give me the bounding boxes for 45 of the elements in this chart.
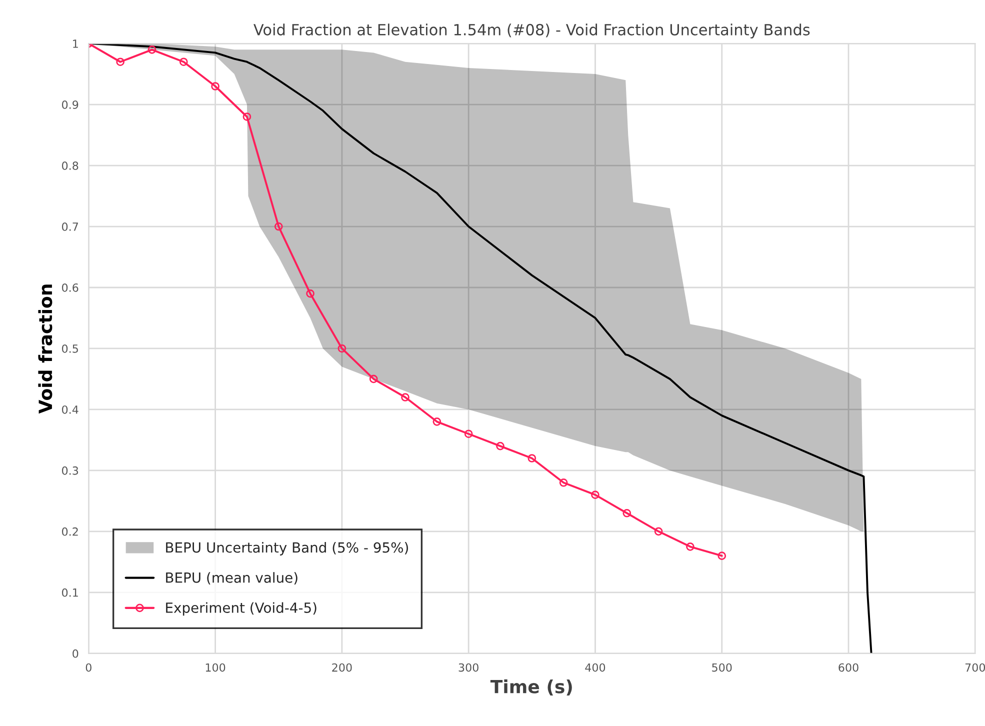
- y-tick-label: 0.8: [62, 162, 78, 170]
- point: [591, 490, 600, 500]
- x-tick-label: 300: [458, 663, 478, 672]
- y-tick-label: 0.4: [62, 405, 78, 414]
- x-tick-label: 400: [585, 663, 606, 672]
- point: [369, 374, 378, 384]
- point: [464, 430, 473, 438]
- point: [242, 112, 252, 121]
- point: [338, 344, 346, 353]
- point: [559, 478, 568, 487]
- point: [432, 417, 442, 426]
- x-axis-title: Time (s): [490, 679, 572, 696]
- point: [179, 58, 188, 66]
- point: [148, 45, 156, 54]
- point: [274, 222, 283, 231]
- x-tick-label: 0: [86, 663, 92, 672]
- point: [654, 527, 663, 536]
- annotation: BEPU Uncertainty Band (5% - 95%): [166, 542, 408, 556]
- point: [496, 442, 504, 450]
- point: [401, 393, 410, 402]
- point: [622, 508, 632, 518]
- y-tick-label: 0.2: [62, 527, 78, 536]
- point: [718, 552, 726, 560]
- point: [211, 82, 220, 90]
- y-tick-label: 0.9: [62, 100, 78, 109]
- point: [528, 454, 536, 462]
- x-tick-label: 100: [206, 663, 226, 672]
- x-tick-label: 500: [712, 663, 732, 672]
- point: [686, 542, 694, 551]
- y-tick-label: 0: [72, 649, 78, 658]
- y-tick-label: 0.5: [62, 344, 78, 353]
- point: [116, 58, 124, 66]
- chart-title: Void Fraction at Elevation 1.54m (#08) - Void Fraction Uncertainty Bands: [254, 24, 810, 38]
- point: [306, 289, 314, 298]
- x-tick-label: 200: [332, 663, 352, 672]
- y-tick-label: 1: [73, 40, 78, 48]
- legend-label: BEPU (mean value): [166, 572, 298, 584]
- x-tick-label: 700: [965, 663, 985, 672]
- legend-label: Experiment (Void-4-5): [166, 602, 316, 616]
- y-axis-title: Void fraction: [38, 284, 52, 414]
- y-tick-label: 0.7: [62, 222, 78, 231]
- y-tick-label: 0.1: [62, 588, 78, 597]
- y-tick-label: 0.6: [62, 283, 78, 292]
- x-tick-label: 600: [838, 663, 858, 672]
- y-tick-label: 0.3: [62, 466, 78, 475]
